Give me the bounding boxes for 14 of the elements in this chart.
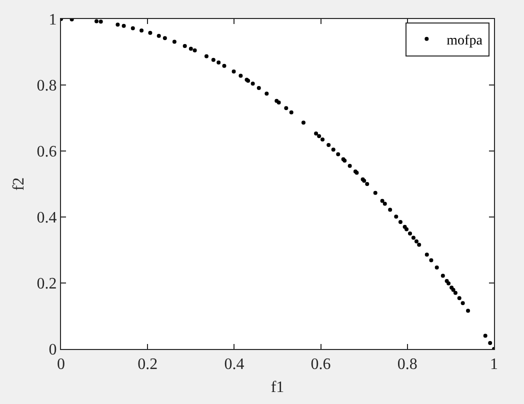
x-tick-label: 0.6 xyxy=(310,356,331,374)
y-tick-label: 0.8 xyxy=(36,78,57,95)
legend-label: mofpa xyxy=(446,33,484,48)
y-tick-label: 0.6 xyxy=(36,144,57,161)
y-tick-label: 0 xyxy=(48,342,57,359)
y-tick-label: 1 xyxy=(48,12,57,29)
x-tick-label: 0.8 xyxy=(397,356,418,374)
y-axis-title: f2 xyxy=(10,177,28,191)
x-axis-title: f1 xyxy=(270,378,284,396)
x-tick-label: 1 xyxy=(490,356,498,374)
x-tick-label: 0.2 xyxy=(138,356,158,374)
y-tick-label: 0.2 xyxy=(36,276,57,293)
x-tick-label: 0.4 xyxy=(224,356,244,374)
y-tick-label: 0.4 xyxy=(36,210,57,227)
